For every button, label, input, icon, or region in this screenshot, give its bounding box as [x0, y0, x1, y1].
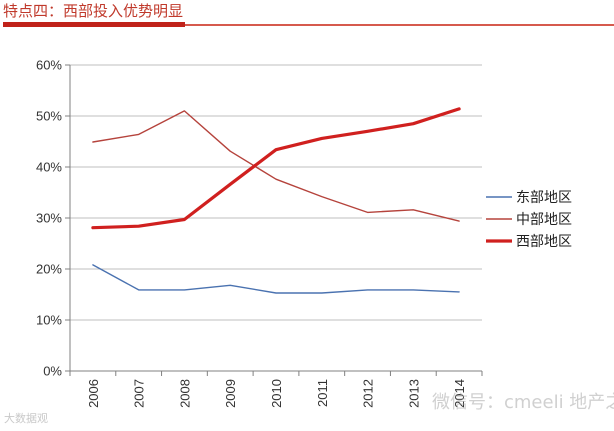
header-accent-bar	[3, 22, 185, 27]
watermark-left: 大数据观	[4, 412, 48, 425]
y-tick-label: 10%	[36, 313, 62, 328]
line-chart: 0% 10% 20% 30% 40% 50% 60% 2006 2007 2008 2009 201…	[36, 58, 572, 408]
x-tick-label: 2012	[361, 379, 376, 408]
x-tick-label: 2007	[132, 379, 147, 408]
x-tick-label: 2014	[452, 379, 467, 408]
gridlines	[70, 64, 482, 321]
header-divider-line	[185, 24, 614, 26]
y-tick-label: 50%	[36, 109, 62, 124]
x-tick-label: 2006	[86, 379, 101, 408]
x-tick-labels: 2006 2007 2008 2009 2010 2011 2012 2013 2014	[86, 379, 467, 408]
page-title: 特点四：西部投入优势明显	[3, 2, 184, 20]
y-tick-label: 0%	[43, 364, 62, 379]
y-tick-label: 40%	[36, 160, 62, 175]
series-lines	[91, 107, 461, 294]
axes	[65, 64, 483, 376]
series-line	[92, 264, 460, 294]
series-line	[91, 107, 461, 230]
x-tick-label: 2010	[269, 379, 284, 408]
x-tick-label: 2011	[315, 379, 330, 407]
y-tick-labels: 0% 10% 20% 30% 40% 50% 60%	[36, 58, 62, 379]
x-tick-label: 2013	[406, 379, 421, 408]
y-tick-label: 20%	[36, 262, 62, 277]
legend-label: 中部地区	[516, 212, 572, 228]
x-tick-label: 2008	[177, 379, 192, 408]
watermark-right: 微信号：cmeeli 地产之声	[432, 392, 614, 413]
y-tick-label: 30%	[36, 211, 62, 226]
legend-label: 东部地区	[516, 190, 572, 206]
x-tick-label: 2009	[223, 379, 238, 408]
y-tick-label: 60%	[36, 58, 62, 73]
legend-label: 西部地区	[516, 234, 572, 250]
series-line	[92, 110, 460, 222]
